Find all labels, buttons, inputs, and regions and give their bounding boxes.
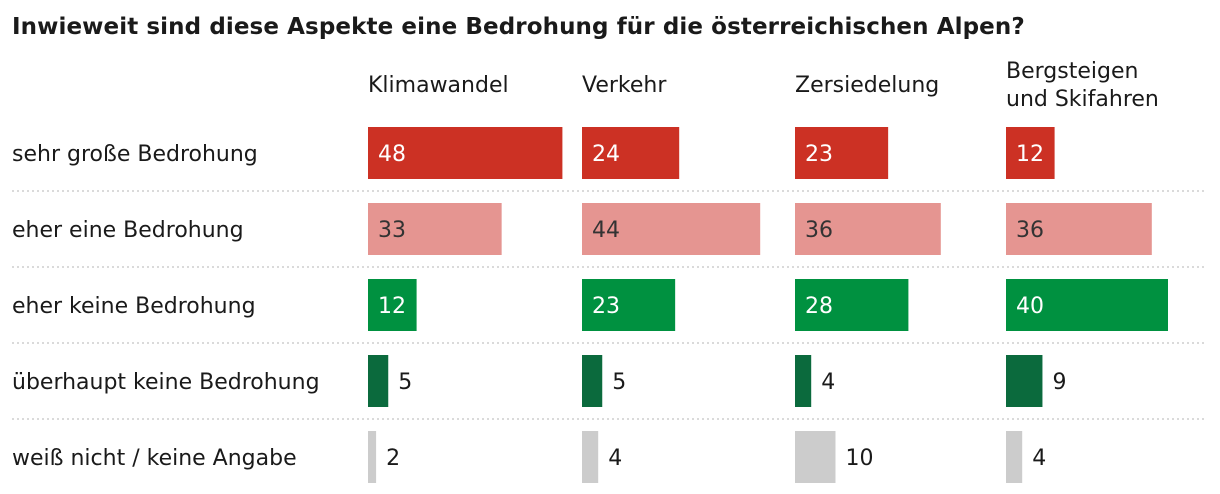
data-label: 4 [821, 370, 835, 395]
data-label: 23 [805, 142, 833, 167]
bar-eher-keine-bedrohung [795, 279, 909, 331]
bar-ueberhaupt-keine-bedrohung [582, 355, 603, 407]
column-header-verkehr: Verkehr [582, 73, 667, 98]
data-label: 24 [592, 142, 620, 167]
bar-eher-keine-bedrohung [582, 279, 676, 331]
bar-ueberhaupt-keine-bedrohung [368, 355, 389, 407]
bar-sehr-grosse-bedrohung [795, 127, 889, 179]
chart-title: Inwieweit sind diese Aspekte eine Bedroh… [12, 14, 1025, 40]
bar-sehr-grosse-bedrohung [368, 127, 563, 179]
data-label: 48 [378, 142, 406, 167]
bar-sehr-grosse-bedrohung [582, 127, 680, 179]
column-header-bergsteigen-und-skifahren: und Skifahren [1006, 87, 1159, 112]
bar-eher-eine-bedrohung [368, 203, 502, 255]
row-label-sehr-grosse-bedrohung: sehr große Bedrohung [12, 142, 258, 167]
row-label-eher-keine-bedrohung: eher keine Bedrohung [12, 294, 256, 319]
data-label: 33 [378, 218, 406, 243]
row-label-weiss-nicht-keine-angabe: weiß nicht / keine Angabe [12, 446, 297, 471]
bar-weiss-nicht-keine-angabe [795, 431, 836, 483]
bar-eher-keine-bedrohung [368, 279, 417, 331]
data-label: 4 [608, 446, 622, 471]
column-header-klimawandel: Klimawandel [368, 73, 509, 98]
column-header-bergsteigen-und-skifahren: Bergsteigen [1006, 59, 1138, 84]
bar-eher-eine-bedrohung [795, 203, 941, 255]
data-label: 12 [1016, 142, 1044, 167]
data-label: 36 [1016, 218, 1044, 243]
row-label-eher-eine-bedrohung: eher eine Bedrohung [12, 218, 244, 243]
data-label: 5 [612, 370, 626, 395]
data-label: 36 [805, 218, 833, 243]
bar-sehr-grosse-bedrohung [1006, 127, 1055, 179]
data-label: 9 [1052, 370, 1066, 395]
data-label: 5 [398, 370, 412, 395]
bar-eher-keine-bedrohung [1006, 279, 1168, 331]
data-label: 23 [592, 294, 620, 319]
bar-weiss-nicht-keine-angabe [1006, 431, 1023, 483]
bar-ueberhaupt-keine-bedrohung [795, 355, 812, 407]
bar-weiss-nicht-keine-angabe [582, 431, 599, 483]
data-label: 12 [378, 294, 406, 319]
bar-eher-eine-bedrohung [582, 203, 761, 255]
data-label: 2 [386, 446, 400, 471]
data-label: 28 [805, 294, 833, 319]
bar-ueberhaupt-keine-bedrohung [1006, 355, 1043, 407]
data-label: 40 [1016, 294, 1044, 319]
data-label: 44 [592, 218, 620, 243]
bar-weiss-nicht-keine-angabe [368, 431, 377, 483]
bar-eher-eine-bedrohung [1006, 203, 1152, 255]
data-label: 10 [846, 446, 874, 471]
row-label-ueberhaupt-keine-bedrohung: überhaupt keine Bedrohung [12, 370, 320, 395]
column-header-zersiedelung: Zersiedelung [795, 73, 939, 98]
data-label: 4 [1032, 446, 1046, 471]
